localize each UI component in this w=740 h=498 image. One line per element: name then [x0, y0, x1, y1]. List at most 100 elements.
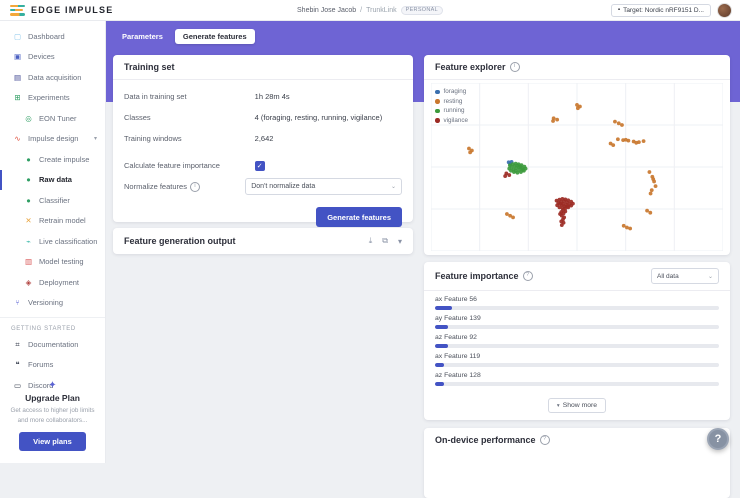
upgrade-plan-panel: ✦ Upgrade Plan Get access to higher job … [0, 380, 105, 451]
sidebar-item-impulse-design[interactable]: ∿ Impulse design ▾ [0, 129, 105, 150]
scatter-point-resting[interactable] [575, 102, 579, 107]
download-icon[interactable]: ⤓ [368, 236, 373, 245]
sidebar-item-label: Forums [28, 360, 54, 370]
scatter-point-resting[interactable] [611, 143, 616, 148]
tab-generate-features[interactable]: Generate features [174, 29, 255, 44]
help-button[interactable]: ? [707, 428, 729, 450]
feature-importance-bar-fill [435, 362, 444, 367]
documentation-icon: ⌗ [15, 339, 20, 349]
scatter-point-resting[interactable] [634, 140, 639, 145]
scatter-point-resting[interactable] [511, 215, 515, 220]
sidebar-item-retrain-model[interactable]: ✕ Retrain model [0, 211, 105, 232]
feature-explorer-plot[interactable]: foraging resting running vigilance [431, 83, 723, 251]
sidebar-item-devices[interactable]: ▣ Devices [0, 47, 105, 68]
scatter-point-vigilance[interactable] [503, 174, 508, 178]
scatter-point-resting[interactable] [613, 119, 617, 124]
info-icon[interactable]: i [509, 62, 520, 72]
scatter-point-resting[interactable] [505, 212, 509, 216]
sidebar-item-dashboard[interactable]: ▢ Dashboard [0, 26, 105, 47]
info-icon[interactable]: i [189, 181, 200, 192]
view-plans-button[interactable]: View plans [19, 432, 86, 451]
scatter-point-resting[interactable] [623, 137, 628, 142]
deployment-icon: ◈ [25, 277, 32, 287]
sidebar-item-raw-data[interactable]: ● Raw data [0, 169, 105, 190]
generate-features-button[interactable]: Generate features [316, 207, 402, 227]
sidebar-item-versioning[interactable]: ⑂ Versioning [0, 293, 105, 314]
user-avatar[interactable] [717, 2, 732, 18]
target-device-button[interactable]: ▪ Target: Nordic nRF9151 D... [610, 3, 711, 17]
breadcrumb-user: Shebin Jose Jacob [297, 6, 357, 14]
scatter-point-resting[interactable] [575, 106, 580, 111]
scatter-point-vigilance[interactable] [561, 202, 565, 206]
sidebar-item-experiments[interactable]: ⊞ Experiments [0, 88, 105, 109]
sidebar-item-eon-tuner[interactable]: ◎ EON Tuner [0, 108, 105, 129]
scatter-point-running[interactable] [511, 167, 516, 172]
scatter-point-vigilance[interactable] [507, 173, 512, 177]
training-set-row: Classes 4 (foraging, resting, running, vi… [124, 107, 402, 128]
scatter-point-vigilance[interactable] [564, 202, 568, 207]
filter-value: All data [657, 272, 679, 280]
legend-item-foraging[interactable]: foraging [435, 87, 468, 97]
legend-item-resting[interactable]: resting [435, 97, 468, 107]
scatter-point-resting[interactable] [628, 226, 633, 231]
scatter-point-resting[interactable] [616, 121, 621, 126]
scatter-point-resting[interactable] [621, 223, 626, 228]
sidebar-item-label: Raw data [39, 175, 72, 185]
scatter-point-vigilance[interactable] [559, 223, 564, 228]
sidebar-item-data-acquisition[interactable]: ▤ Data acquisition [0, 67, 105, 88]
feature-importance-bar-label: ax Feature 56 [435, 296, 477, 303]
project-visibility-badge: PERSONAL [400, 5, 443, 15]
scatter-point-resting[interactable] [555, 117, 560, 122]
feature-importance-bars: ax Feature 56 ay Feature 139 az Feature 92… [424, 291, 730, 386]
scatter-point-resting[interactable] [620, 123, 624, 127]
scatter-point-resting[interactable] [645, 208, 649, 213]
calculate-feature-importance-checkbox[interactable]: ✓ [254, 160, 265, 171]
scatter-point-resting[interactable] [468, 150, 473, 155]
tab-parameters[interactable]: Parameters [122, 32, 163, 41]
scatter-point-resting[interactable] [508, 213, 513, 218]
chip-icon: ▪ [617, 7, 621, 13]
legend-label: resting [443, 97, 463, 105]
sidebar-item-deployment[interactable]: ◈ Deployment [0, 272, 105, 293]
sidebar-item-model-testing[interactable]: ▥ Model testing [0, 252, 105, 273]
scatter-point-resting[interactable] [653, 184, 658, 189]
scatter-point-resting[interactable] [647, 170, 652, 174]
scatter-plot[interactable] [431, 83, 723, 251]
scatter-point-resting[interactable] [641, 139, 646, 144]
scatter-point-vigilance[interactable] [558, 201, 562, 206]
legend-item-running[interactable]: running [435, 106, 468, 116]
edge-impulse-logo[interactable]: EDGE IMPULSE [10, 4, 113, 16]
scatter-point-running[interactable] [517, 168, 522, 172]
scatter-point-resting[interactable] [551, 119, 555, 123]
sidebar-item-create-impulse[interactable]: ● Create impulse [0, 149, 105, 170]
scatter-point-resting[interactable] [615, 137, 620, 142]
sidebar-item-documentation[interactable]: ⌗ Documentation [0, 334, 105, 355]
caret-down-icon[interactable]: ▾ [397, 236, 402, 246]
show-more-button[interactable]: ▾ Show more [547, 398, 607, 413]
feature-importance-bar: az Feature 92 [435, 334, 719, 348]
normalize-features-select[interactable]: Don't normalize data ⌄ [245, 178, 402, 195]
scatter-point-resting[interactable] [649, 188, 654, 193]
scatter-point-resting[interactable] [648, 191, 653, 196]
feature-importance-filter-select[interactable]: All data ⌄ [651, 268, 719, 284]
scatter-point-resting[interactable] [648, 210, 653, 215]
scatter-point-resting[interactable] [625, 225, 629, 230]
question-icon[interactable]: ? [539, 435, 550, 445]
sidebar-item-live-classification[interactable]: ⌁ Live classification [0, 231, 105, 252]
scatter-point-running[interactable] [520, 167, 525, 172]
scatter-point-vigilance[interactable] [561, 211, 566, 216]
legend-dot [435, 89, 440, 94]
upgrade-plan-description: Get access to higher job limits and more… [10, 407, 95, 424]
on-device-performance-title: On-device performance [435, 435, 536, 445]
scatter-point-running[interactable] [517, 165, 522, 170]
sidebar-item-classifier[interactable]: ● Classifier [0, 190, 105, 211]
sidebar-item-discord[interactable]: ▭ Discord [0, 375, 105, 396]
scatter-point-running[interactable] [514, 166, 519, 170]
live-classification-icon: ⌁ [26, 236, 31, 246]
scatter-point-resting[interactable] [467, 146, 471, 151]
copy-icon[interactable]: ⧉ [382, 236, 388, 245]
scatter-point-resting[interactable] [651, 177, 656, 181]
question-icon[interactable]: ? [522, 271, 533, 281]
sidebar-item-forums[interactable]: ❝ Forums [0, 355, 105, 376]
legend-item-vigilance[interactable]: vigilance [435, 116, 468, 126]
